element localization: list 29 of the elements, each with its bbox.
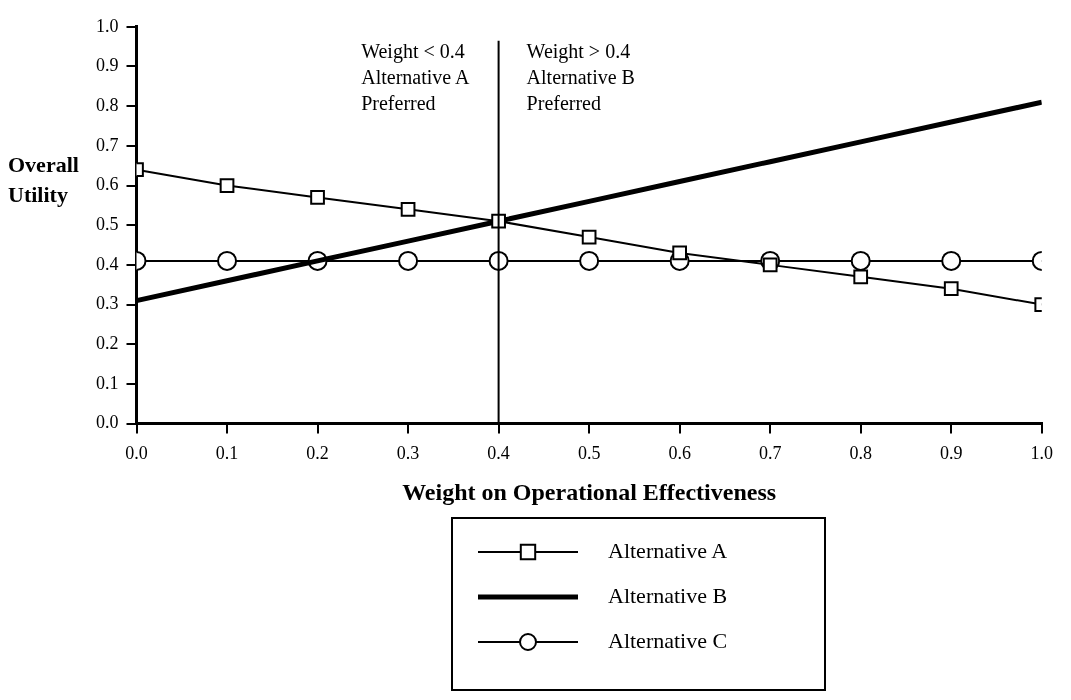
y-tick-label: 0.3 — [96, 293, 119, 314]
y-tick-label: 0.7 — [96, 134, 119, 155]
x-tick-label: 0.3 — [396, 443, 420, 464]
x-tick-label: 0.4 — [487, 443, 510, 464]
legend-label: Alternative B — [608, 582, 728, 608]
y-axis-title: Overall Utility — [8, 152, 79, 208]
y-tick-label: 0.1 — [96, 372, 119, 393]
legend-label: Alternative C — [608, 627, 728, 653]
legend-label: Alternative A — [608, 537, 728, 563]
y-tick-label: 1.0 — [96, 15, 119, 36]
x-tick-label: 1.0 — [1030, 443, 1053, 464]
x-tick-label: 0.5 — [577, 443, 601, 464]
y-tick-label: 0.9 — [96, 55, 119, 76]
x-tick-label: 0.2 — [306, 443, 329, 464]
x-tick-label: 0.9 — [939, 443, 963, 464]
x-axis-title: Weight on Operational Effectiveness — [402, 478, 777, 505]
annotation: Weight > 0.4 Alternative B Preferred — [526, 40, 635, 115]
y-tick-label: 0.8 — [96, 94, 119, 115]
x-tick-label: 0.0 — [125, 443, 148, 464]
x-tick-label: 0.6 — [668, 443, 691, 464]
x-tick-label: 0.1 — [215, 443, 239, 464]
y-tick-label: 0.4 — [96, 253, 119, 274]
y-tick-label: 0.0 — [96, 412, 119, 433]
x-tick-label: 0.8 — [849, 443, 872, 464]
x-tick-label: 0.7 — [758, 443, 782, 464]
y-tick-label: 0.6 — [96, 174, 119, 195]
y-tick-label: 0.2 — [96, 332, 119, 353]
y-tick-label: 0.5 — [96, 213, 119, 234]
annotation: Weight < 0.4 Alternative A Preferred — [361, 40, 471, 115]
